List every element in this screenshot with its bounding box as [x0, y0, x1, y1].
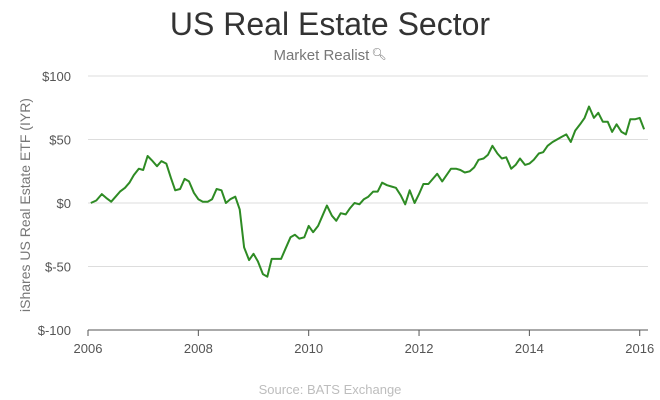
y-axis-label: iShares US Real Estate ETF (IYR)	[17, 98, 33, 312]
chart-title: US Real Estate Sector	[169, 6, 491, 42]
x-tick-label: 2012	[405, 341, 434, 356]
x-tick-label: 2008	[184, 341, 213, 356]
brand-logo: Market Realist 🔍︎	[0, 47, 660, 64]
x-tick-label: 2006	[74, 341, 103, 356]
y-tick-label: $100	[42, 69, 71, 84]
y-tick-label: $0	[57, 196, 71, 211]
magnifier-icon: 🔍︎	[371, 47, 387, 61]
series-layer	[90, 105, 646, 278]
x-tick-label: 2016	[625, 341, 654, 356]
brand-name: Market Realist	[273, 47, 370, 64]
axes	[87, 329, 648, 336]
y-tick-label: $50	[49, 133, 71, 148]
gridlines	[88, 75, 648, 267]
series-line	[90, 105, 646, 278]
source-note: Source: BATS Exchange	[258, 382, 402, 397]
x-tick-label: 2014	[515, 341, 544, 356]
x-tick-label: 2010	[294, 341, 323, 356]
y-tick-label: $-100	[38, 323, 71, 338]
y-tick-label: $-50	[45, 260, 71, 275]
